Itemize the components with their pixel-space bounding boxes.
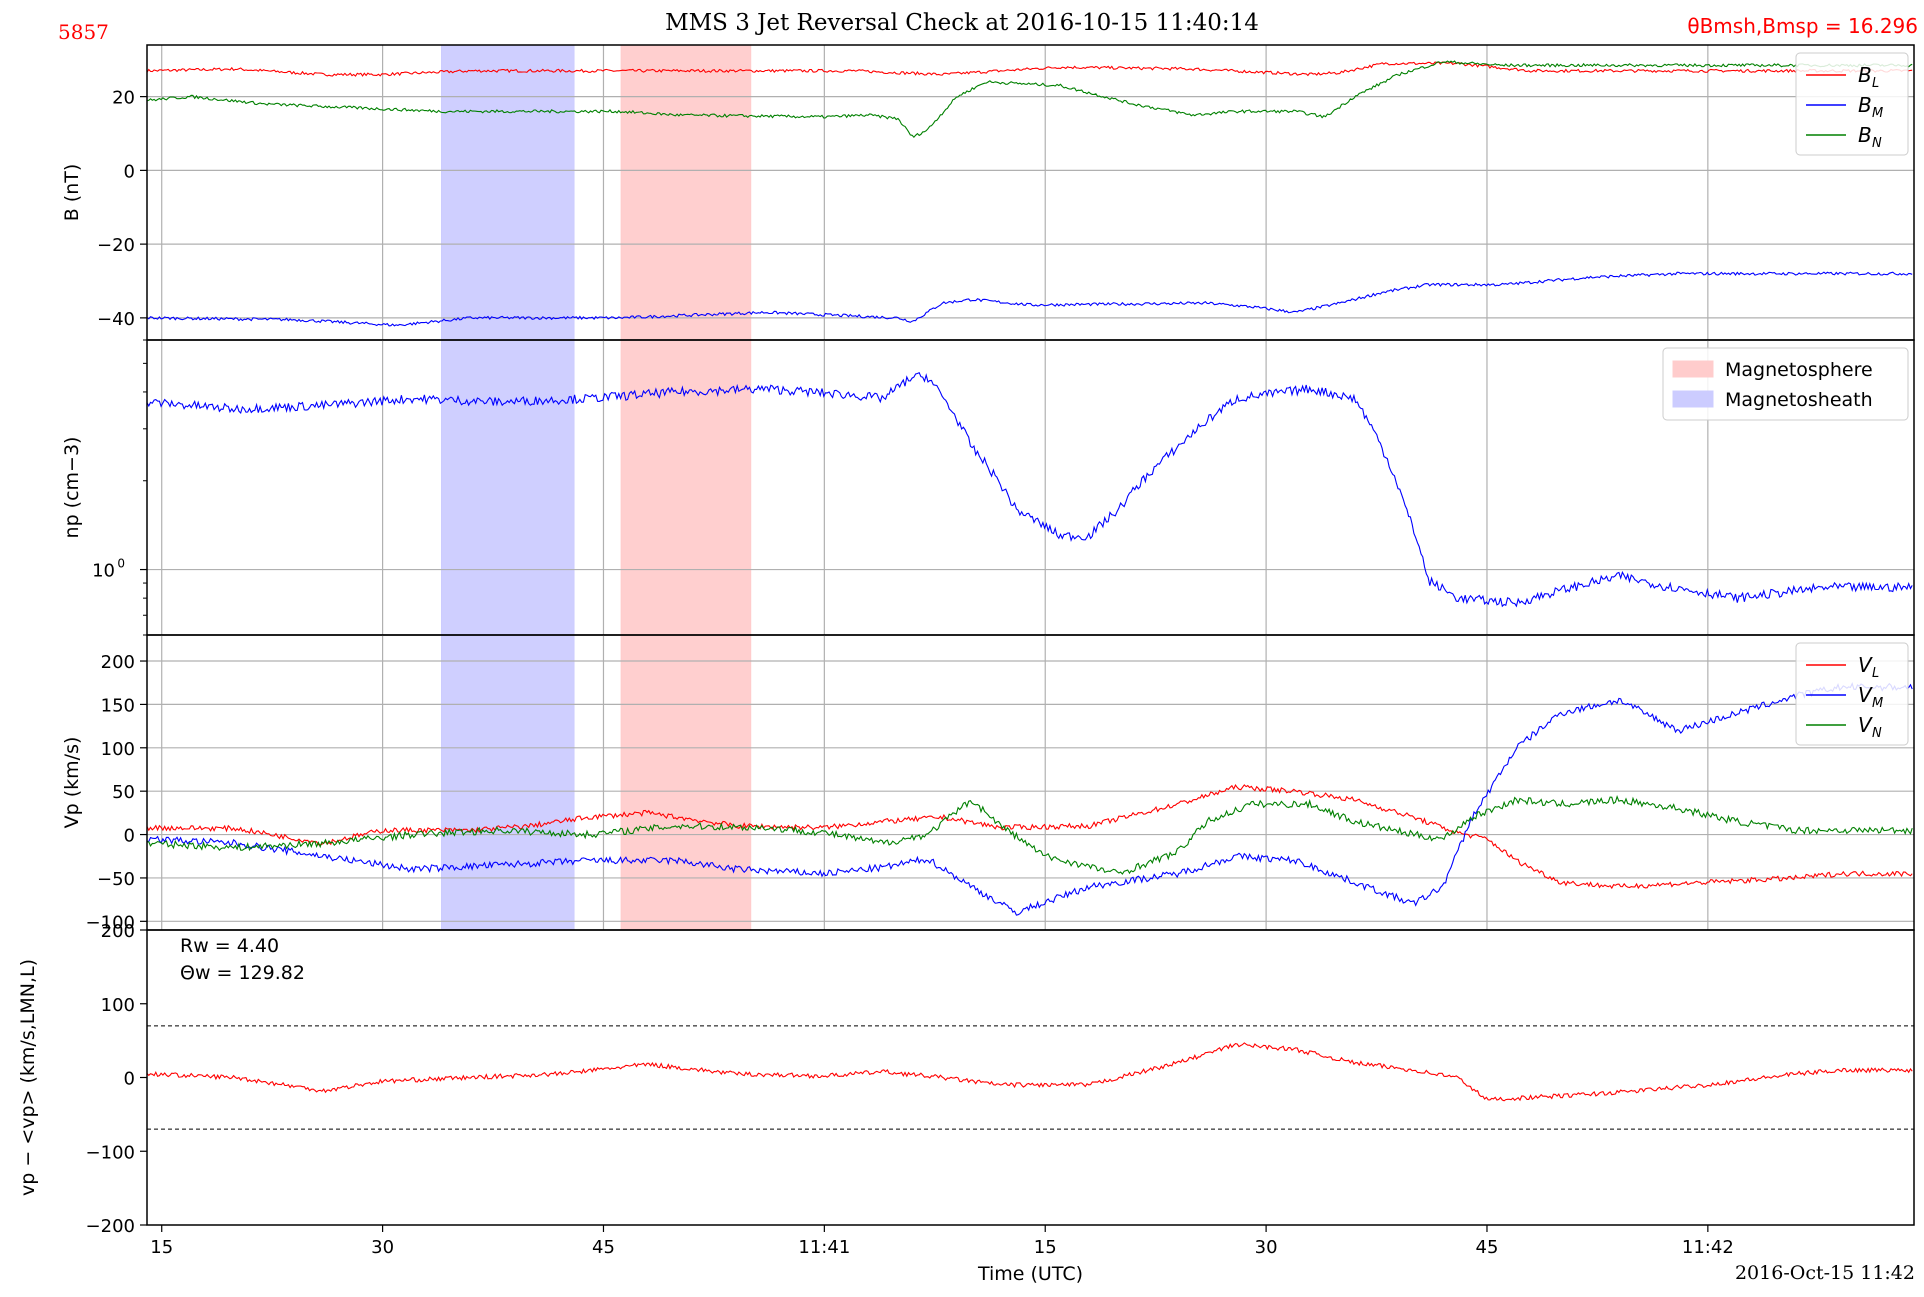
x-axis-label: Time (UTC) xyxy=(977,1263,1083,1285)
legend-label: B xyxy=(1858,123,1872,147)
y-tick-label: 200 xyxy=(101,652,135,673)
legend-swatch xyxy=(1672,390,1714,408)
legend-label: V xyxy=(1858,683,1873,707)
series-line-bl xyxy=(146,61,1913,77)
x-tick-label: 15 xyxy=(1034,1237,1057,1258)
y-tick-label: 50 xyxy=(112,782,135,803)
legend-label-subscript: N xyxy=(1872,726,1882,741)
legend-label: V xyxy=(1858,713,1873,737)
y-axis-label: np (cm−3) xyxy=(61,437,83,539)
x-tick-label: 11:41 xyxy=(798,1237,850,1258)
series-line-δvl xyxy=(146,1042,1913,1102)
series-line-vn xyxy=(146,795,1913,875)
annotation-1: Θw = 129.82 xyxy=(180,962,305,984)
y-tick-label-exponent: 0 xyxy=(117,557,125,571)
legend-box xyxy=(1662,347,1909,421)
y-tick-label: 0 xyxy=(124,1069,135,1090)
y-tick-label: −200 xyxy=(86,1216,135,1237)
annotation-0: Rw = 4.40 xyxy=(180,935,279,957)
y-axis-label: B (nT) xyxy=(61,164,83,222)
legend-label-subscript: L xyxy=(1872,76,1879,91)
y-tick-label: 10 xyxy=(92,561,115,582)
date-stamp: 2016-Oct-15 11:42 xyxy=(1734,1262,1915,1284)
y-tick-label: 100 xyxy=(101,739,135,760)
y-tick-label: 100 xyxy=(101,995,135,1016)
y-tick-label: −100 xyxy=(86,912,135,933)
series-line-bm xyxy=(146,271,1913,327)
panel-frame-1 xyxy=(146,339,1915,636)
legend-label-subscript: N xyxy=(1872,136,1882,151)
x-tick-label: 15 xyxy=(150,1237,173,1258)
y-tick-label: 200 xyxy=(101,921,135,942)
x-tick-label: 30 xyxy=(371,1237,394,1258)
series-line-vl xyxy=(146,784,1913,890)
chart-title: MMS 3 Jet Reversal Check at 2016-10-15 1… xyxy=(665,10,1259,36)
x-tick-label: 45 xyxy=(1476,1237,1499,1258)
shaded-region-magnetosheath xyxy=(441,44,575,931)
y-axis-label: Vp (km/s) xyxy=(61,737,83,829)
x-tick-label: 30 xyxy=(1255,1237,1278,1258)
legend-swatch xyxy=(1672,360,1714,378)
series-line-bn xyxy=(146,60,1913,139)
series-line-np xyxy=(146,371,1913,608)
y-tick-label: −100 xyxy=(86,1142,135,1163)
y-tick-label: −20 xyxy=(97,235,135,256)
legend-label: V xyxy=(1858,653,1873,677)
y-tick-label: 0 xyxy=(124,826,135,847)
y-tick-label: −40 xyxy=(97,309,135,330)
legend-label: B xyxy=(1858,63,1872,87)
panel-frame-0 xyxy=(146,44,1915,341)
legend-label: Magnetosphere xyxy=(1725,359,1873,381)
legend-box xyxy=(1795,52,1909,156)
series-line-vm xyxy=(147,682,1913,916)
y-axis-label: vp − <vp> (km/s,LMN,L) xyxy=(17,959,39,1196)
y-tick-label: 20 xyxy=(112,88,135,109)
corner-id: 5857 xyxy=(58,20,109,44)
legend-label: Magnetosheath xyxy=(1725,389,1873,411)
legend-label-subscript: M xyxy=(1872,106,1883,121)
legend-label: B xyxy=(1858,93,1872,117)
y-tick-label: −50 xyxy=(97,869,135,890)
legend-box xyxy=(1795,642,1909,746)
x-tick-label: 11:42 xyxy=(1682,1237,1734,1258)
x-tick-label: 45 xyxy=(592,1237,615,1258)
legend-label-subscript: M xyxy=(1872,696,1883,711)
y-tick-label: 150 xyxy=(101,695,135,716)
shaded-region-magnetosphere xyxy=(620,44,752,931)
legend-label-subscript: L xyxy=(1872,666,1879,681)
y-tick-label: 0 xyxy=(124,161,135,182)
angle-annotation: θBmsh,Bmsp = 16.296 xyxy=(1687,14,1918,38)
